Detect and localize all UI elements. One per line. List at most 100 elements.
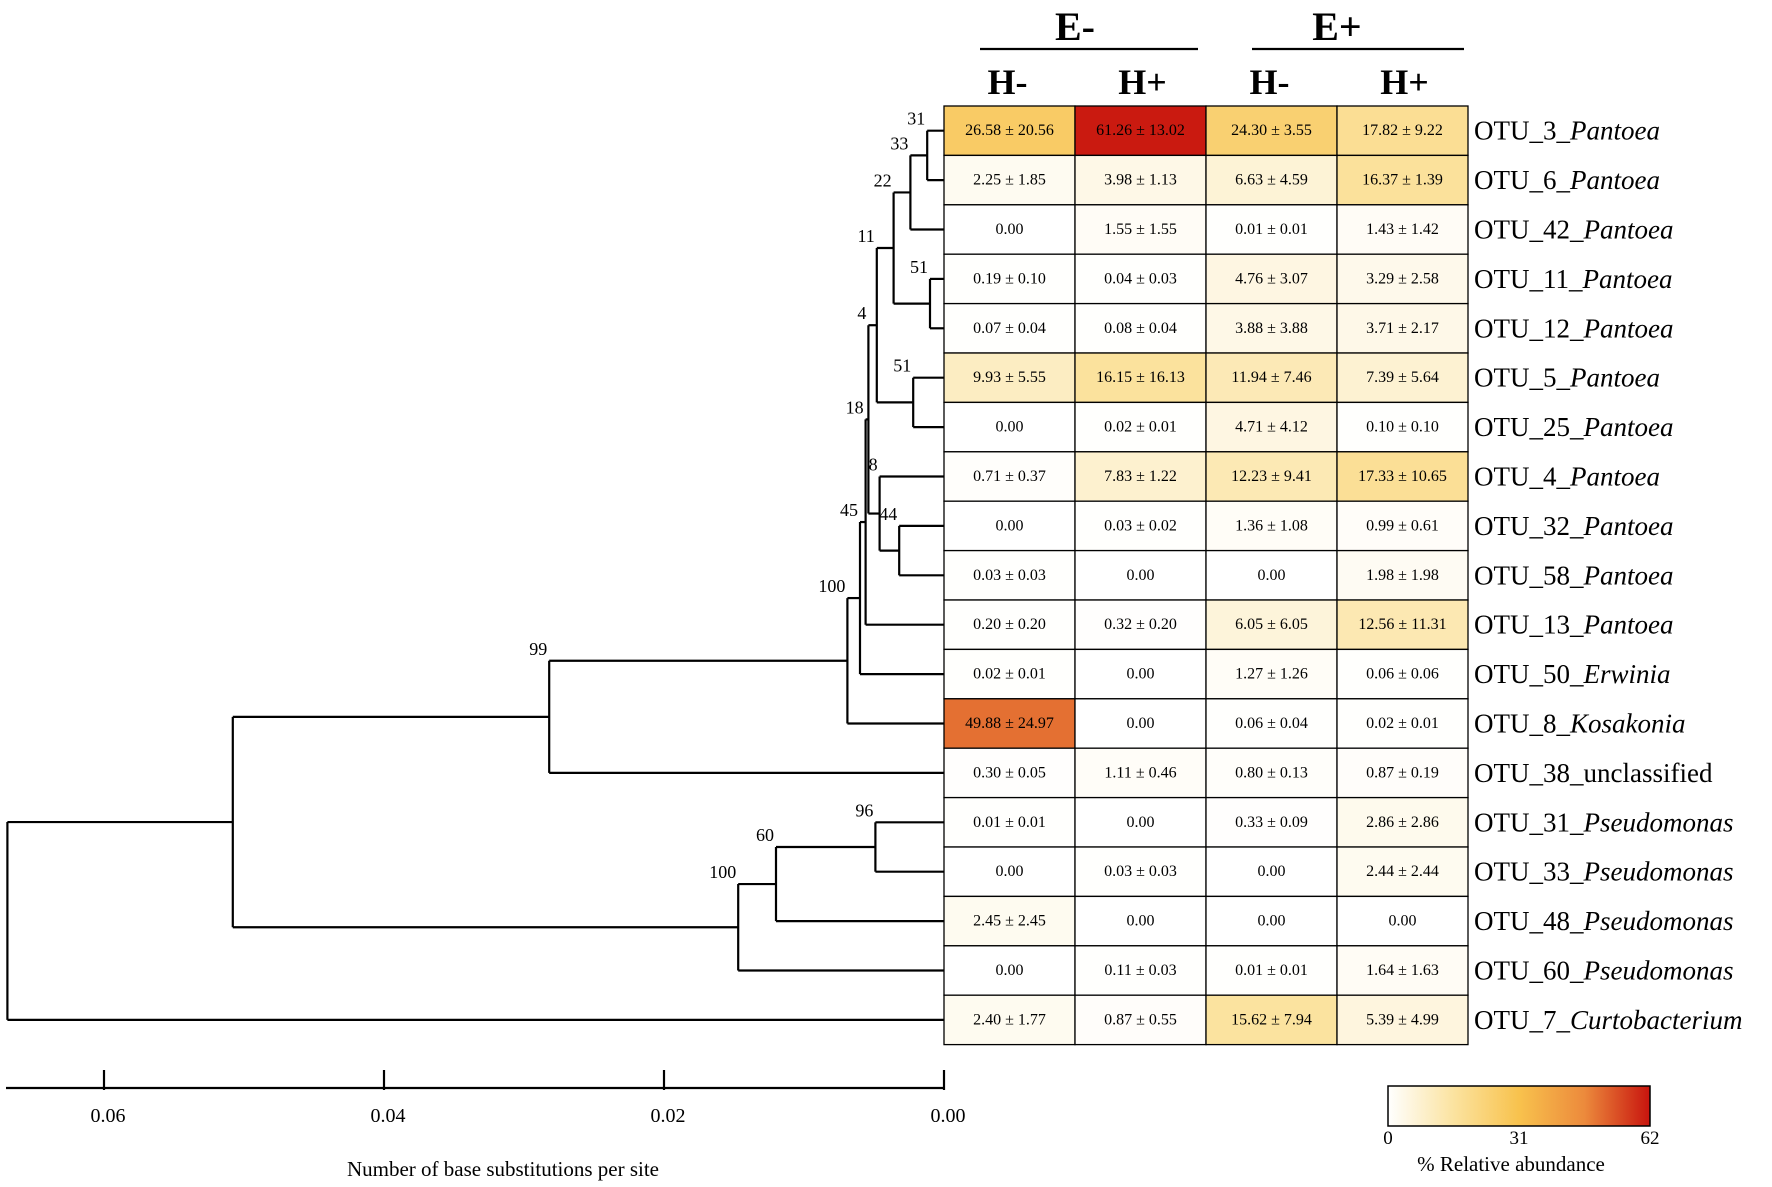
heatmap-cell (1205, 747, 1338, 799)
heatmap-cell (943, 599, 1076, 651)
bootstrap-value: 31 (907, 109, 925, 129)
heatmap-cell-value: 0.00 (996, 962, 1024, 979)
heatmap-cell-value: 0.07 ± 0.04 (973, 320, 1046, 337)
bootstrap-value: 18 (846, 397, 864, 417)
otu-label: OTU_5_Pantoea (1474, 363, 1660, 393)
otu-taxon: Pantoea (1569, 462, 1660, 492)
heatmap-cell (1205, 549, 1338, 601)
heatmap-cell-value: 0.01 ± 0.01 (1235, 962, 1308, 979)
otu-label: OTU_4_Pantoea (1474, 462, 1660, 492)
otu-label: OTU_25_Pantoea (1474, 412, 1673, 442)
heatmap-cell (1205, 895, 1338, 947)
heatmap-cell (943, 451, 1076, 502)
otu-id: OTU_5_ (1474, 363, 1570, 393)
otu-taxon: Pantoea (1569, 363, 1660, 393)
heatmap-cell-value: 1.36 ± 1.08 (1235, 517, 1308, 534)
heatmap-cell-value: 0.00 (996, 221, 1024, 238)
heatmap-cell (943, 154, 1076, 206)
otu-id: OTU_60_ (1474, 956, 1584, 986)
otu-label: OTU_8_Kosakonia (1474, 709, 1686, 739)
heatmap-cell-value: 5.39 ± 4.99 (1366, 1011, 1439, 1028)
heatmap-cell-value: 0.19 ± 0.10 (973, 270, 1046, 287)
bootstrap-value: 45 (840, 500, 858, 520)
heatmap-cell-value: 0.03 ± 0.03 (973, 567, 1046, 584)
heatmap-cell-value: 2.44 ± 2.44 (1366, 863, 1439, 880)
axis-tick-label: 0.04 (371, 1105, 406, 1127)
heatmap-cell (1336, 895, 1469, 947)
otu-label: OTU_42_Pantoea (1474, 215, 1673, 245)
colorbar-title: % Relative abundance (1417, 1152, 1605, 1176)
group-label: E- (1055, 4, 1095, 49)
otu-taxon: Pantoea (1583, 215, 1674, 245)
otu-id: OTU_32_ (1474, 511, 1584, 541)
axis-title: Number of base substitutions per site (347, 1157, 659, 1181)
bootstrap-value: 51 (893, 356, 911, 376)
heatmap-cell (943, 204, 1076, 255)
heatmap-cell-value: 17.33 ± 10.65 (1358, 468, 1447, 485)
bootstrap-value: 8 (869, 455, 878, 475)
heatmap-cell (1336, 994, 1469, 1046)
heatmap-cell-value: 0.00 (996, 517, 1024, 534)
heatmap-cell (1205, 796, 1338, 848)
heatmap-cell-value: 1.11 ± 0.46 (1104, 764, 1176, 781)
heatmap-cell-value: 0.00 (1127, 814, 1155, 831)
otu-taxon: Curtobacterium (1570, 1005, 1743, 1035)
heatmap-cell (1074, 154, 1207, 206)
heatmap-cell (1336, 105, 1469, 157)
otu-taxon: Pantoea (1569, 116, 1660, 146)
heatmap-cell-value: 2.86 ± 2.86 (1366, 814, 1439, 831)
heatmap-cell-value: 1.55 ± 1.55 (1104, 221, 1177, 238)
heatmap-cell-value: 7.83 ± 1.22 (1104, 468, 1177, 485)
heatmap-cell (1074, 895, 1207, 947)
heatmap-cell-value: 1.64 ± 1.63 (1366, 962, 1439, 979)
otu-id: OTU_8_ (1474, 709, 1570, 739)
heatmap-cell-value: 0.02 ± 0.01 (1366, 715, 1439, 732)
heatmap-cell-value: 2.25 ± 1.85 (973, 172, 1046, 189)
heatmap-cell (1336, 352, 1469, 404)
heatmap-cell-value: 0.03 ± 0.03 (1104, 863, 1177, 880)
heatmap-cell (1336, 154, 1469, 206)
group-label: E+ (1312, 4, 1361, 49)
substitution-scale-axis: Number of base substitutions per site 0.… (6, 1070, 966, 1181)
colorbar-tick-label: 31 (1510, 1128, 1529, 1149)
colorbar-bar (1387, 1085, 1651, 1127)
heatmap-cell (1074, 747, 1207, 799)
heatmap-cell (1074, 599, 1207, 651)
otu-label: OTU_48_Pseudomonas (1474, 906, 1734, 936)
heatmap-cell-value: 12.23 ± 9.41 (1231, 468, 1312, 485)
heatmap-cell (1205, 648, 1338, 700)
heatmap-cell (1074, 994, 1207, 1046)
heatmap-cell-value: 0.00 (1389, 913, 1417, 930)
heatmap-cell-value: 0.04 ± 0.03 (1104, 270, 1177, 287)
heatmap-cell (1336, 698, 1469, 749)
heatmap-cell-value: 0.11 ± 0.03 (1104, 962, 1176, 979)
heatmap-cell-value: 3.98 ± 1.13 (1104, 172, 1177, 189)
heatmap-cell-value: 2.45 ± 2.45 (973, 913, 1046, 930)
heatmap-cell (1074, 105, 1207, 157)
heatmap-cell-value: 3.88 ± 3.88 (1235, 320, 1308, 337)
color-scale-legend: % Relative abundance 0 31 62 (1383, 1085, 1660, 1176)
heatmap-cell-value: 6.63 ± 4.59 (1235, 172, 1308, 189)
otu-id: OTU_50_ (1474, 659, 1584, 689)
otu-label: OTU_32_Pantoea (1474, 511, 1673, 541)
heatmap-cell-value: 3.71 ± 2.17 (1366, 320, 1439, 337)
bootstrap-value: 51 (910, 257, 928, 277)
bootstrap-value: 22 (874, 170, 892, 190)
colorbar-tick-label: 62 (1641, 1128, 1660, 1149)
heatmap-cell-value: 4.76 ± 3.07 (1235, 270, 1308, 287)
heatmap-cell-value: 7.39 ± 5.64 (1366, 369, 1439, 386)
heatmap-cell-value: 0.33 ± 0.09 (1235, 814, 1308, 831)
otu-id: OTU_11_ (1474, 264, 1583, 294)
otu-label: OTU_6_Pantoea (1474, 165, 1660, 195)
heatmap-cell-value: 0.00 (1127, 913, 1155, 930)
heatmap-cell-value: 0.06 ± 0.06 (1366, 666, 1439, 683)
heatmap-cell-value: 0.03 ± 0.02 (1104, 517, 1177, 534)
heatmap-cell-value: 0.99 ± 0.61 (1366, 517, 1439, 534)
otu-label: OTU_11_Pantoea (1474, 264, 1672, 294)
otu-id: OTU_13_ (1474, 610, 1584, 640)
heatmap-cell-value: 0.02 ± 0.01 (973, 666, 1046, 683)
heatmap-cell-value: 0.00 (996, 863, 1024, 880)
bootstrap-value: 96 (855, 800, 873, 820)
axis-tick-label: 0.02 (651, 1105, 686, 1127)
